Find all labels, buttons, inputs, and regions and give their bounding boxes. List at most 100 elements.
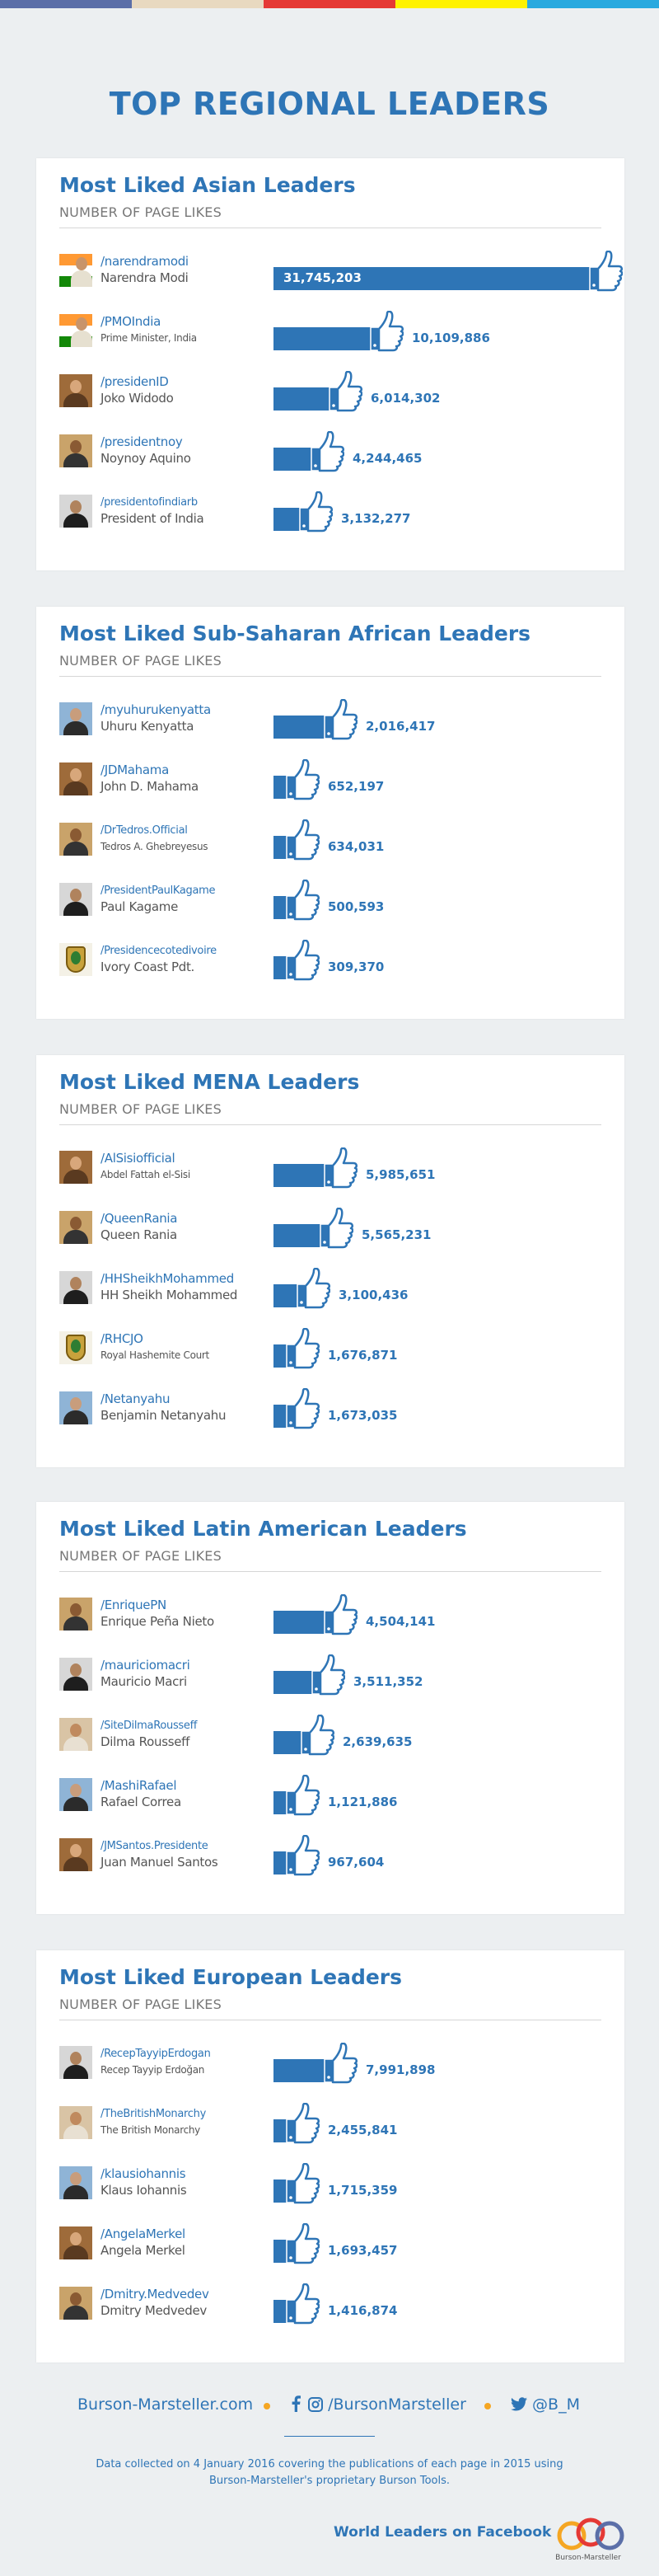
page-handle-link[interactable]: /QueenRania	[100, 1211, 178, 1226]
page-handle-link[interactable]: /Presidencecotedivoire	[100, 945, 217, 957]
likes-value: 5,565,231	[362, 1227, 432, 1242]
thumbs-up-icon	[329, 371, 362, 412]
page-handle-link[interactable]: /EnriquePN	[100, 1598, 166, 1612]
page-handle-link[interactable]: /HHSheikhMohammed	[100, 1271, 234, 1286]
thumbs-up-icon	[311, 431, 344, 472]
leader-name: HH Sheikh Mohammed	[100, 1288, 238, 1302]
avatar	[59, 1598, 92, 1631]
leader-row: /Presidencecotedivoire Ivory Coast Pdt. 30…	[59, 940, 603, 981]
page-handle-link[interactable]: /mauriciomacri	[100, 1658, 190, 1673]
leaders-section: Most Liked Asian Leaders NUMBER OF PAGE L…	[36, 158, 624, 570]
page-handle-link[interactable]: /presidenID	[100, 374, 169, 389]
thumbs-up-icon	[286, 940, 320, 981]
avatar	[59, 495, 92, 528]
twitter-handle: @B_M	[532, 2395, 580, 2414]
section-subtitle: NUMBER OF PAGE LIKES	[59, 1548, 222, 1564]
leader-row: /PMOIndia Prime Minister, India 10,109,886	[59, 311, 603, 352]
likes-value: 5,985,651	[366, 1167, 436, 1182]
page-handle-link[interactable]: /DrTedros.Official	[100, 824, 188, 837]
leader-row: /AngelaMerkel Angela Merkel 1,693,457	[59, 2223, 603, 2264]
leader-row: /TheBritishMonarchy The British Monarchy 2…	[59, 2103, 603, 2144]
page-handle-link[interactable]: /PMOIndia	[100, 314, 161, 329]
avatar	[59, 702, 92, 735]
footer-tagline: World Leaders on Facebook	[334, 2524, 552, 2541]
avatar	[59, 434, 92, 467]
stripe-1	[0, 0, 132, 8]
thumbs-up-icon	[589, 251, 623, 292]
thumbs-up-icon	[311, 1654, 345, 1696]
page-handle-link[interactable]: /JDMahama	[100, 762, 169, 777]
page-handle-link[interactable]: /TheBritishMonarchy	[100, 2108, 206, 2120]
leader-name: Abdel Fattah el-Sisi	[100, 1169, 190, 1180]
likes-value: 1,693,457	[328, 2243, 398, 2258]
stripe-2	[132, 0, 264, 8]
likes-bar	[273, 448, 316, 471]
leader-name: Rafael Correa	[100, 1795, 181, 1809]
avatar	[59, 762, 92, 795]
leaders-section: Most Liked MENA Leaders NUMBER OF PAGE LI…	[36, 1055, 624, 1467]
likes-value: 31,745,203	[283, 270, 362, 285]
thumbs-up-icon	[286, 1388, 320, 1429]
leader-row: /AlSisiofficial Abdel Fattah el-Sisi 5,985…	[59, 1147, 603, 1189]
separator-dot	[264, 2403, 270, 2409]
section-title: Most Liked Asian Leaders	[59, 173, 356, 197]
avatar	[59, 2226, 92, 2259]
leader-name: Narendra Modi	[100, 270, 189, 285]
section-subtitle: NUMBER OF PAGE LIKES	[59, 1101, 222, 1117]
leader-name: Paul Kagame	[100, 899, 179, 914]
top-color-stripe	[0, 0, 659, 8]
footer-links: Burson-Marsteller.com /BursonMarsteller …	[0, 2395, 659, 2420]
page-handle-link[interactable]: /MashiRafael	[100, 1778, 177, 1793]
thumbs-up-icon	[324, 699, 358, 740]
page-handle-link[interactable]: /RHCJO	[100, 1331, 143, 1346]
thumbs-up-icon	[286, 2223, 320, 2264]
thumbs-up-icon	[286, 1775, 320, 1816]
logo-text: Burson-Marsteller	[555, 2554, 621, 2562]
page-handle-link[interactable]: /RecepTayyipErdogan	[100, 2048, 211, 2060]
section-subtitle: NUMBER OF PAGE LIKES	[59, 653, 222, 669]
avatar	[59, 1391, 92, 1424]
separator-dot	[484, 2403, 491, 2409]
thumbs-up-icon	[324, 1594, 358, 1635]
likes-value: 652,197	[328, 779, 385, 794]
leaders-section: Most Liked Latin American Leaders NUMBER …	[36, 1502, 624, 1914]
avatar	[59, 2106, 92, 2139]
thumbs-up-icon	[286, 759, 320, 800]
thumbs-up-icon	[286, 819, 320, 861]
likes-value: 2,455,841	[328, 2123, 398, 2137]
leader-name: Recep Tayyip Erdoğan	[100, 2064, 205, 2076]
page-handle-link[interactable]: /Netanyahu	[100, 1391, 171, 1406]
leader-name: Royal Hashemite Court	[100, 1349, 209, 1361]
website-link[interactable]: Burson-Marsteller.com	[77, 2395, 254, 2414]
section-title: Most Liked European Leaders	[59, 1965, 403, 1989]
leaders-section: Most Liked European Leaders NUMBER OF PAG…	[36, 1950, 624, 2363]
facebook-link[interactable]: /BursonMarsteller	[290, 2395, 466, 2414]
page-handle-link[interactable]: /SiteDilmaRousseff	[100, 1720, 198, 1732]
leader-name: Benjamin Netanyahu	[100, 1408, 227, 1423]
leader-row: /RecepTayyipErdogan Recep Tayyip Erdoğan 7…	[59, 2043, 603, 2084]
leader-name: Noynoy Aquino	[100, 451, 191, 466]
thumbs-up-icon	[286, 2163, 320, 2204]
avatar	[59, 1211, 92, 1244]
likes-value: 1,673,035	[328, 1408, 398, 1423]
page-handle-link[interactable]: /myuhurukenyatta	[100, 702, 211, 717]
section-title: Most Liked Sub-Saharan African Leaders	[59, 622, 531, 645]
page-handle-link[interactable]: /AngelaMerkel	[100, 2226, 185, 2241]
avatar	[59, 1718, 92, 1751]
page-handle-link[interactable]: /Dmitry.Medvedev	[100, 2287, 209, 2302]
avatar	[59, 314, 92, 347]
likes-value: 500,593	[328, 899, 385, 914]
page-handle-link[interactable]: /narendramodi	[100, 254, 189, 269]
page-handle-link[interactable]: /AlSisiofficial	[100, 1151, 175, 1166]
thumbs-up-icon	[286, 880, 320, 921]
section-divider	[59, 1571, 601, 1572]
page-handle-link[interactable]: /klausiohannis	[100, 2166, 186, 2181]
page-handle-link[interactable]: /presidentofindiarb	[100, 496, 198, 509]
leader-name: Prime Minister, India	[100, 332, 197, 344]
page-handle-link[interactable]: /JMSantos.Presidente	[100, 1840, 208, 1852]
leader-row: /MashiRafael Rafael Correa 1,121,886	[59, 1775, 603, 1816]
twitter-link[interactable]: @B_M	[511, 2395, 580, 2414]
avatar	[59, 823, 92, 856]
page-handle-link[interactable]: /presidentnoy	[100, 434, 183, 449]
page-handle-link[interactable]: /PresidentPaulKagame	[100, 884, 216, 897]
